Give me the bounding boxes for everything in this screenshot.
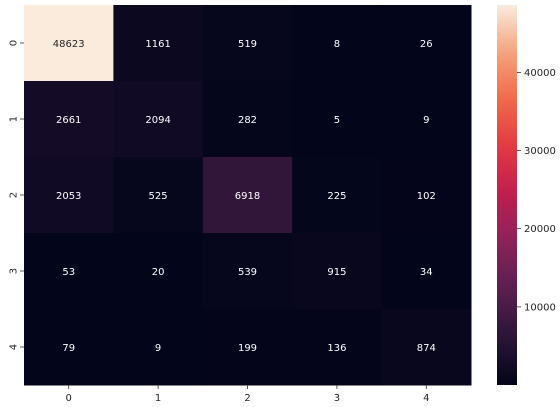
x-tick-label: 3: [334, 393, 340, 403]
colorbar-tick-label: 10000: [524, 302, 556, 313]
cell-value-label: 9: [423, 115, 429, 126]
x-tick-label: 4: [423, 393, 429, 403]
y-tick-label: 1: [9, 116, 20, 122]
heatmap-cell: [202, 233, 293, 310]
colorbar: 10000 20000 30000 40000: [497, 5, 556, 385]
heatmap-cell: [292, 233, 383, 310]
heatmap-cell: [381, 309, 472, 386]
heatmap-cell: [292, 81, 383, 158]
cell-value-label: 79: [62, 343, 75, 354]
heatmap-cell: [113, 5, 204, 82]
cell-value-label: 26: [420, 39, 433, 50]
y-tick-label: 0: [9, 40, 20, 46]
heatmap-cell: [381, 81, 472, 158]
cell-value-label: 136: [327, 343, 346, 354]
cell-value-label: 1161: [145, 39, 170, 50]
cell-value-label: 5: [334, 115, 340, 126]
heatmap-cell: [292, 157, 383, 234]
cell-value-label: 874: [417, 343, 436, 354]
heatmap-cell: [202, 157, 293, 234]
cell-value-label: 102: [417, 191, 436, 202]
heatmap-cell: [113, 81, 204, 158]
heatmap-cell: [292, 5, 383, 82]
heatmap-cell: [202, 81, 293, 158]
cell-value-label: 34: [420, 267, 433, 278]
cell-value-label: 539: [238, 267, 257, 278]
heatmap-cell: [113, 233, 204, 310]
y-tick-label: 3: [9, 268, 20, 274]
x-tick-label: 0: [66, 393, 72, 403]
cell-value-label: 199: [238, 343, 257, 354]
y-axis: 0 1 2 3 4: [9, 40, 24, 350]
heatmap-cells: [24, 5, 472, 386]
colorbar-gradient: [497, 5, 517, 385]
x-tick-label: 2: [244, 393, 250, 403]
cell-value-label: 8: [334, 39, 340, 50]
cell-value-label: 2094: [145, 115, 170, 126]
heatmap-cell: [24, 157, 114, 234]
cell-value-label: 48623: [53, 39, 85, 50]
y-tick-label: 2: [9, 192, 20, 198]
cell-value-label: 519: [238, 39, 257, 50]
cell-value-label: 9: [155, 343, 161, 354]
colorbar-tick-label: 20000: [524, 224, 556, 235]
heatmap-cell: [381, 5, 472, 82]
heatmap-cell: [113, 157, 204, 234]
cell-value-label: 525: [149, 191, 168, 202]
x-axis: 0 1 2 3 4: [66, 385, 429, 404]
x-tick-label: 1: [155, 393, 161, 403]
heatmap-cell: [24, 309, 114, 386]
heatmap-cell: [24, 233, 114, 310]
heatmap-cell: [381, 233, 472, 310]
heatmap-cell: [202, 309, 293, 386]
heatmap-cell: [24, 5, 114, 82]
cell-value-label: 2661: [56, 115, 81, 126]
cell-value-label: 6918: [235, 191, 260, 202]
cell-value-label: 2053: [56, 191, 81, 202]
cell-value-label: 20: [152, 267, 165, 278]
y-tick-label: 4: [9, 344, 20, 350]
heatmap-cell: [202, 5, 293, 82]
heatmap-cell: [381, 157, 472, 234]
cell-value-label: 282: [238, 115, 257, 126]
colorbar-tick-label: 30000: [524, 146, 556, 157]
colorbar-tick-label: 40000: [524, 68, 556, 79]
heatmap-cell: [24, 81, 114, 158]
cell-value-label: 915: [327, 267, 346, 278]
heatmap-cell: [292, 309, 383, 386]
cell-value-label: 225: [327, 191, 346, 202]
heatmap-cell: [113, 309, 204, 386]
cell-value-label: 53: [62, 267, 75, 278]
